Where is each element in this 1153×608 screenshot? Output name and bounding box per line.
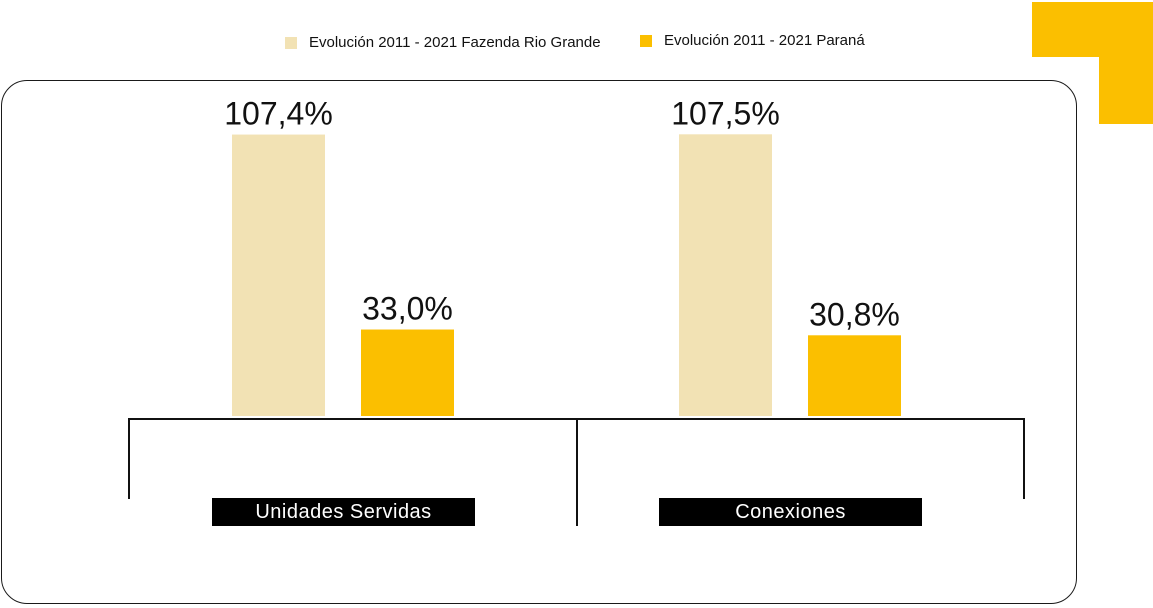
bar-1-1 [232, 134, 325, 417]
category-label-conexiones: Conexiones [659, 498, 922, 526]
legend-swatch-parana [640, 34, 652, 47]
bar-2-2 [808, 335, 901, 416]
bar-1-2 [679, 134, 772, 416]
corner-decoration [1032, 2, 1153, 124]
chart-frame [1, 80, 1077, 604]
data-label-1-1: 107,4% [224, 96, 333, 132]
legend-label-parana: Evolución 2011 - 2021 Paraná [664, 32, 865, 49]
legend-item-parana: Evolución 2011 - 2021 Paraná [640, 32, 865, 49]
corner-bracket-shape [1032, 2, 1153, 124]
legend-item-fazenda: Evolución 2011 - 2021 Fazenda Rio Grande [285, 34, 601, 51]
data-label-1-2: 107,5% [671, 95, 780, 131]
data-label-2-2: 30,8% [809, 296, 900, 332]
legend-label-fazenda: Evolución 2011 - 2021 Fazenda Rio Grande [309, 34, 601, 51]
chart-legend: Evolución 2011 - 2021 Fazenda Rio Grande… [0, 32, 1153, 58]
category-label-unidades-servidas: Unidades Servidas [212, 498, 475, 526]
legend-swatch-fazenda [285, 36, 297, 49]
bar-2-1 [361, 329, 454, 416]
data-label-2-1: 33,0% [362, 291, 453, 327]
